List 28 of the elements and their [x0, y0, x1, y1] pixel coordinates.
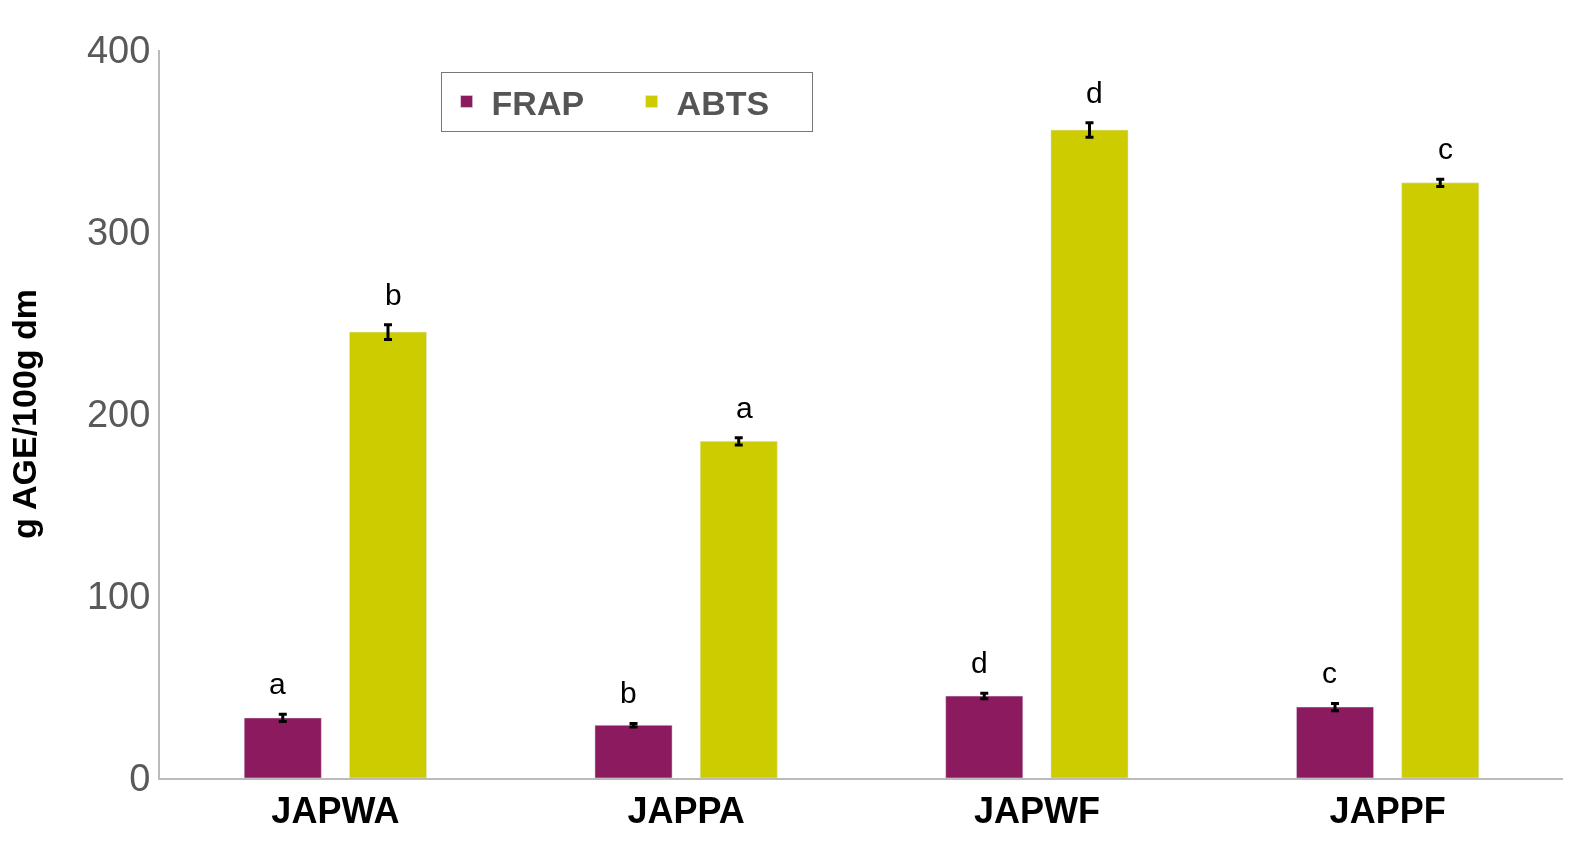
- data-label: d: [1086, 76, 1103, 109]
- bar: [945, 695, 1024, 778]
- x-tick-label: JAPWA: [271, 790, 400, 832]
- y-tick-label: 300: [86, 211, 151, 254]
- data-label: a: [736, 391, 753, 424]
- y-tick-label: 100: [86, 575, 151, 618]
- bar: [699, 441, 778, 778]
- bar: [594, 724, 673, 778]
- data-label: d: [971, 646, 988, 679]
- data-label: a: [269, 667, 286, 700]
- x-tick-label: JAPPA: [627, 790, 745, 832]
- bar: [1050, 129, 1129, 778]
- legend-label: FRAP: [491, 83, 585, 122]
- x-tick-label: JAPWF: [973, 790, 1100, 832]
- y-tick-label: 0: [129, 757, 151, 800]
- x-tick-label: JAPPF: [1329, 790, 1446, 832]
- y-axis-title: g AGE/100g dm: [5, 288, 44, 540]
- bar: [349, 331, 427, 778]
- bar: [1296, 706, 1374, 778]
- data-label: c: [1322, 656, 1337, 689]
- legend-label: ABTS: [676, 83, 770, 122]
- data-label: b: [385, 278, 402, 311]
- data-label: b: [620, 676, 637, 709]
- bar: [1401, 182, 1480, 778]
- y-tick-label: 400: [86, 29, 151, 72]
- bar: [243, 717, 322, 778]
- data-label: c: [1438, 132, 1453, 165]
- y-tick-label: 200: [86, 393, 151, 436]
